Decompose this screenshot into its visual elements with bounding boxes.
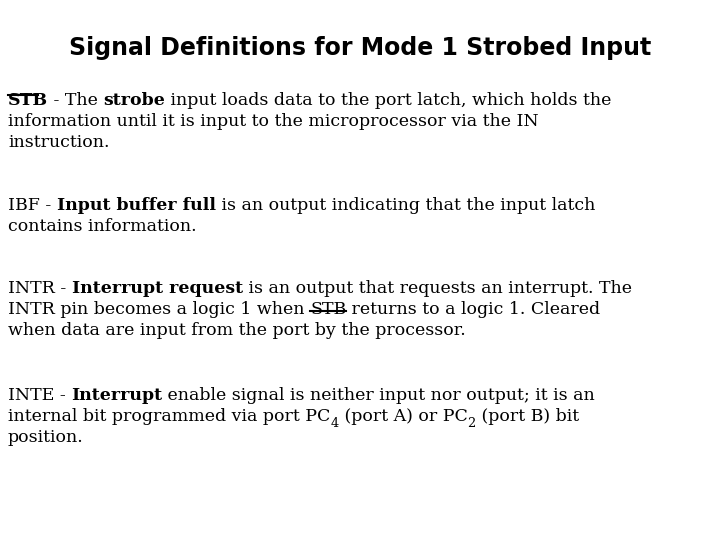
Text: INTE -: INTE -	[8, 387, 71, 404]
Text: input loads data to the port latch, which holds the: input loads data to the port latch, whic…	[166, 92, 612, 109]
Text: information until it is input to the microprocessor via the IN: information until it is input to the mic…	[8, 113, 539, 130]
Text: when data are input from the port by the processor.: when data are input from the port by the…	[8, 322, 466, 339]
Text: returns to a logic 1. Cleared: returns to a logic 1. Cleared	[346, 301, 600, 318]
Text: is an output that requests an interrupt. The: is an output that requests an interrupt.…	[243, 280, 632, 297]
Text: STB: STB	[310, 301, 346, 318]
Text: Interrupt: Interrupt	[71, 387, 163, 404]
Text: 4: 4	[330, 417, 338, 430]
Text: 2: 2	[467, 417, 476, 430]
Text: position.: position.	[8, 429, 84, 446]
Text: is an output indicating that the input latch: is an output indicating that the input l…	[216, 197, 595, 214]
Text: (port B) bit: (port B) bit	[476, 408, 579, 425]
Text: strobe: strobe	[104, 92, 166, 109]
Text: Signal Definitions for Mode 1 Strobed Input: Signal Definitions for Mode 1 Strobed In…	[69, 36, 651, 60]
Text: - The: - The	[48, 92, 104, 109]
Text: IBF -: IBF -	[8, 197, 57, 214]
Text: INTR pin becomes a logic 1 when: INTR pin becomes a logic 1 when	[8, 301, 310, 318]
Text: contains information.: contains information.	[8, 218, 197, 235]
Text: instruction.: instruction.	[8, 134, 109, 151]
Text: enable signal is neither input nor output; it is an: enable signal is neither input nor outpu…	[163, 387, 595, 404]
Text: STB: STB	[8, 92, 48, 109]
Text: Input buffer full: Input buffer full	[57, 197, 216, 214]
Text: internal bit programmed via port PC: internal bit programmed via port PC	[8, 408, 330, 425]
Text: INTR -: INTR -	[8, 280, 72, 297]
Text: Interrupt request: Interrupt request	[72, 280, 243, 297]
Text: (port A) or PC: (port A) or PC	[338, 408, 467, 425]
